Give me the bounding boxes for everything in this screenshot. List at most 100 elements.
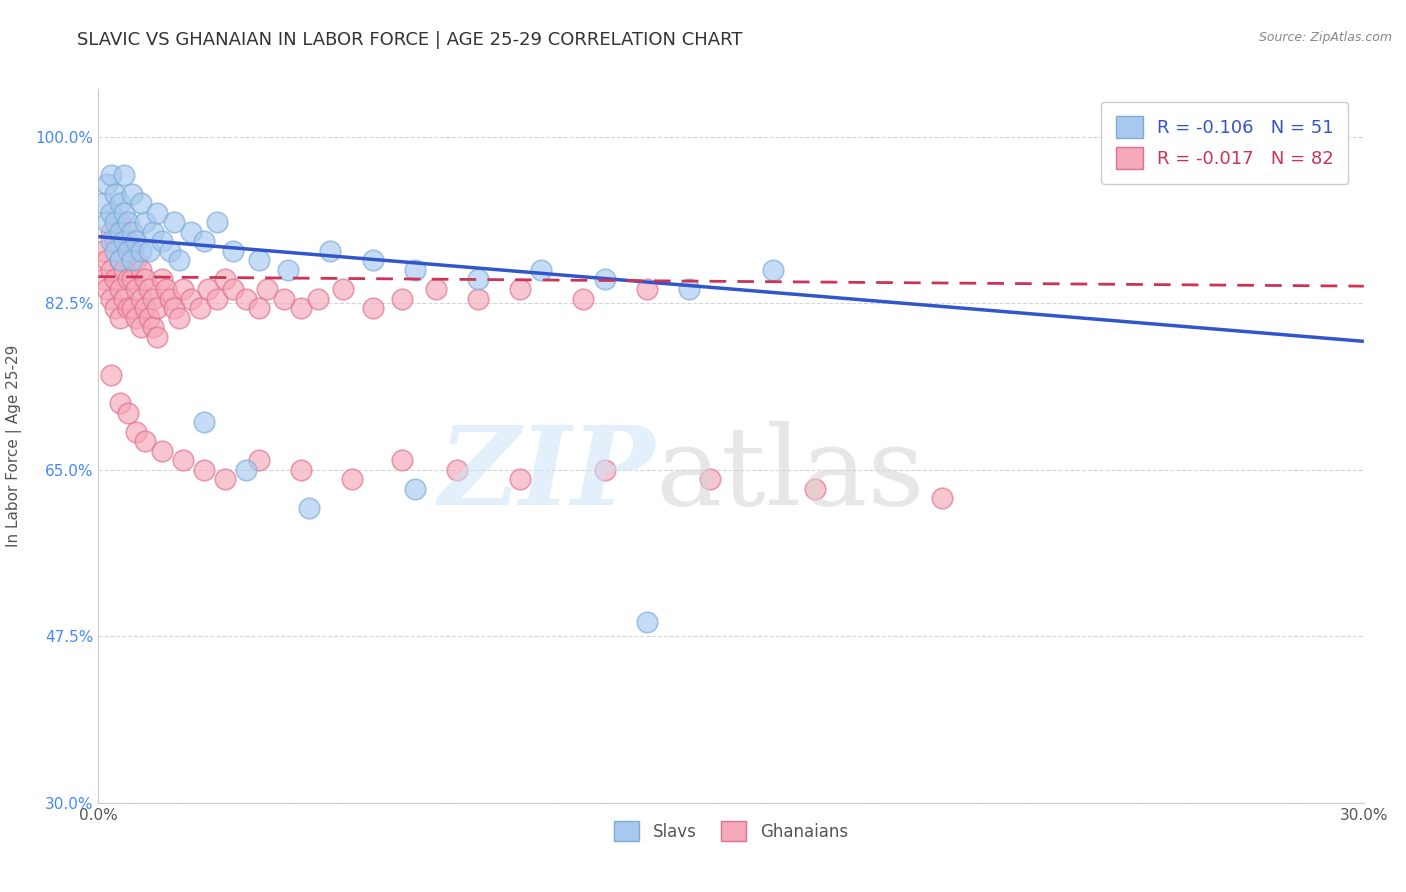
- Point: [256, 282, 278, 296]
- Point: [193, 463, 215, 477]
- Point: [104, 186, 127, 201]
- Point: [134, 272, 156, 286]
- Point: [100, 225, 122, 239]
- Text: ZIP: ZIP: [439, 421, 655, 528]
- Point: [150, 443, 173, 458]
- Point: [247, 453, 270, 467]
- Point: [134, 434, 156, 449]
- Point: [163, 301, 186, 315]
- Point: [117, 235, 139, 249]
- Point: [180, 292, 202, 306]
- Point: [205, 292, 228, 306]
- Point: [277, 263, 299, 277]
- Point: [931, 491, 953, 506]
- Point: [391, 453, 413, 467]
- Point: [138, 310, 160, 325]
- Point: [100, 368, 122, 382]
- Point: [129, 292, 152, 306]
- Point: [678, 282, 700, 296]
- Point: [108, 253, 131, 268]
- Point: [104, 215, 127, 229]
- Point: [214, 472, 236, 486]
- Point: [125, 253, 148, 268]
- Point: [235, 463, 257, 477]
- Point: [117, 406, 139, 420]
- Point: [636, 615, 658, 629]
- Point: [146, 301, 169, 315]
- Point: [96, 215, 118, 229]
- Point: [108, 282, 131, 296]
- Point: [155, 282, 177, 296]
- Point: [391, 292, 413, 306]
- Point: [112, 263, 135, 277]
- Point: [273, 292, 295, 306]
- Text: Source: ZipAtlas.com: Source: ZipAtlas.com: [1258, 31, 1392, 45]
- Point: [96, 178, 118, 192]
- Point: [404, 482, 426, 496]
- Point: [361, 253, 384, 268]
- Point: [167, 310, 190, 325]
- Point: [290, 463, 312, 477]
- Point: [247, 301, 270, 315]
- Point: [104, 244, 127, 258]
- Point: [108, 225, 131, 239]
- Point: [121, 272, 143, 286]
- Point: [319, 244, 342, 258]
- Point: [117, 215, 139, 229]
- Point: [467, 272, 489, 286]
- Point: [108, 196, 131, 211]
- Point: [129, 263, 152, 277]
- Point: [129, 244, 152, 258]
- Point: [142, 292, 165, 306]
- Point: [108, 310, 131, 325]
- Point: [146, 329, 169, 343]
- Point: [340, 472, 363, 486]
- Point: [361, 301, 384, 315]
- Point: [108, 215, 131, 229]
- Point: [121, 253, 143, 268]
- Point: [159, 244, 181, 258]
- Point: [125, 282, 148, 296]
- Point: [104, 235, 127, 249]
- Legend: Slavs, Ghanaians: Slavs, Ghanaians: [607, 814, 855, 848]
- Point: [142, 320, 165, 334]
- Point: [117, 272, 139, 286]
- Point: [636, 282, 658, 296]
- Point: [91, 244, 114, 258]
- Point: [214, 272, 236, 286]
- Point: [193, 235, 215, 249]
- Point: [404, 263, 426, 277]
- Point: [117, 301, 139, 315]
- Point: [104, 272, 127, 286]
- Point: [125, 235, 148, 249]
- Point: [112, 225, 135, 239]
- Point: [1310, 129, 1333, 144]
- Point: [117, 244, 139, 258]
- Point: [699, 472, 721, 486]
- Point: [593, 463, 616, 477]
- Point: [180, 225, 202, 239]
- Point: [129, 320, 152, 334]
- Y-axis label: In Labor Force | Age 25-29: In Labor Force | Age 25-29: [6, 345, 21, 547]
- Point: [167, 253, 190, 268]
- Point: [100, 263, 122, 277]
- Point: [138, 244, 160, 258]
- Point: [593, 272, 616, 286]
- Point: [188, 301, 211, 315]
- Point: [129, 196, 152, 211]
- Point: [150, 272, 173, 286]
- Point: [91, 272, 114, 286]
- Point: [572, 292, 595, 306]
- Point: [108, 253, 131, 268]
- Point: [104, 301, 127, 315]
- Point: [134, 215, 156, 229]
- Text: atlas: atlas: [655, 421, 925, 528]
- Point: [509, 282, 531, 296]
- Point: [235, 292, 257, 306]
- Point: [125, 310, 148, 325]
- Point: [125, 425, 148, 439]
- Point: [509, 472, 531, 486]
- Point: [121, 225, 143, 239]
- Point: [247, 253, 270, 268]
- Point: [193, 415, 215, 429]
